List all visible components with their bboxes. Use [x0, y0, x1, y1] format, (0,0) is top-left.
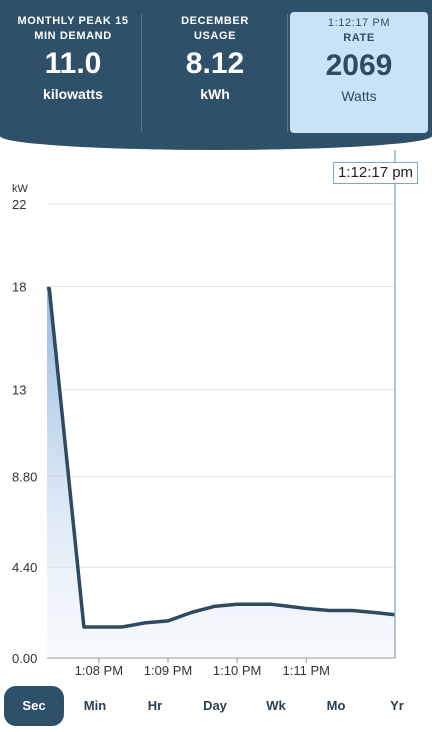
card-value: 8.12 [185, 47, 245, 80]
cursor-time-label: 1:12:17 pm [333, 162, 419, 184]
monthly-usage-card[interactable]: DECEMBER USAGE 8.12 kWh [146, 10, 284, 132]
tab-mo[interactable]: Mo [326, 698, 346, 713]
card-value: 2069 [325, 49, 393, 82]
y-tick-label: 0.00 [12, 651, 37, 666]
usage-area [47, 288, 395, 658]
tab-hr[interactable]: Hr [147, 698, 163, 713]
card-divider [141, 14, 142, 132]
card-title-line1: 1:12:17 PM [327, 17, 391, 29]
current-rate-card[interactable]: 1:12:17 PM RATE 2069 Watts [290, 12, 428, 133]
power-chart-svg: 0.00 4.40 8.80 13 18 22 kW 1:08 PM 1:09 PM 1:10 … [12, 150, 396, 678]
y-axis-unit: kW [12, 183, 29, 195]
card-unit: Watts [341, 88, 377, 104]
card-title-line2: USAGE [193, 30, 237, 42]
card-title-line2: RATE [343, 32, 375, 44]
tab-sec[interactable]: Sec [4, 686, 64, 726]
x-tick-label: 1:11 PM [283, 663, 330, 678]
tab-yr[interactable]: Yr [390, 698, 404, 713]
time-range-tabs: Sec Min Hr Day Wk Mo Yr [0, 686, 432, 728]
card-divider [287, 14, 288, 132]
tab-min[interactable]: Min [83, 698, 107, 713]
y-tick-label: 22 [12, 197, 26, 212]
y-tick-label: 18 [12, 280, 26, 295]
tab-day[interactable]: Day [203, 698, 227, 713]
y-tick-label: 4.40 [12, 560, 37, 575]
card-title-line2: MIN DEMAND [34, 30, 112, 42]
card-unit: kWh [200, 86, 230, 102]
card-title-line1: DECEMBER [181, 15, 249, 27]
monthly-peak-card[interactable]: MONTHLY PEAK 15 MIN DEMAND 11.0 kilowatt… [4, 10, 142, 132]
y-tick-label: 13 [12, 383, 26, 398]
summary-header: MONTHLY PEAK 15 MIN DEMAND 11.0 kilowatt… [0, 0, 432, 150]
tab-wk[interactable]: Wk [266, 698, 286, 713]
card-title-line1: MONTHLY PEAK 15 [17, 15, 129, 27]
card-unit: kilowatts [43, 86, 103, 102]
y-tick-label: 8.80 [12, 469, 37, 484]
x-tick-label: 1:09 PM [144, 663, 192, 678]
x-tick-label: 1:08 PM [75, 663, 123, 678]
usage-line [47, 286, 396, 629]
x-tick-label: 1:10 PM [213, 663, 261, 678]
card-value: 11.0 [44, 47, 102, 80]
power-chart[interactable]: 0.00 4.40 8.80 13 18 22 kW 1:08 PM 1:09 PM 1:10 … [0, 150, 432, 680]
